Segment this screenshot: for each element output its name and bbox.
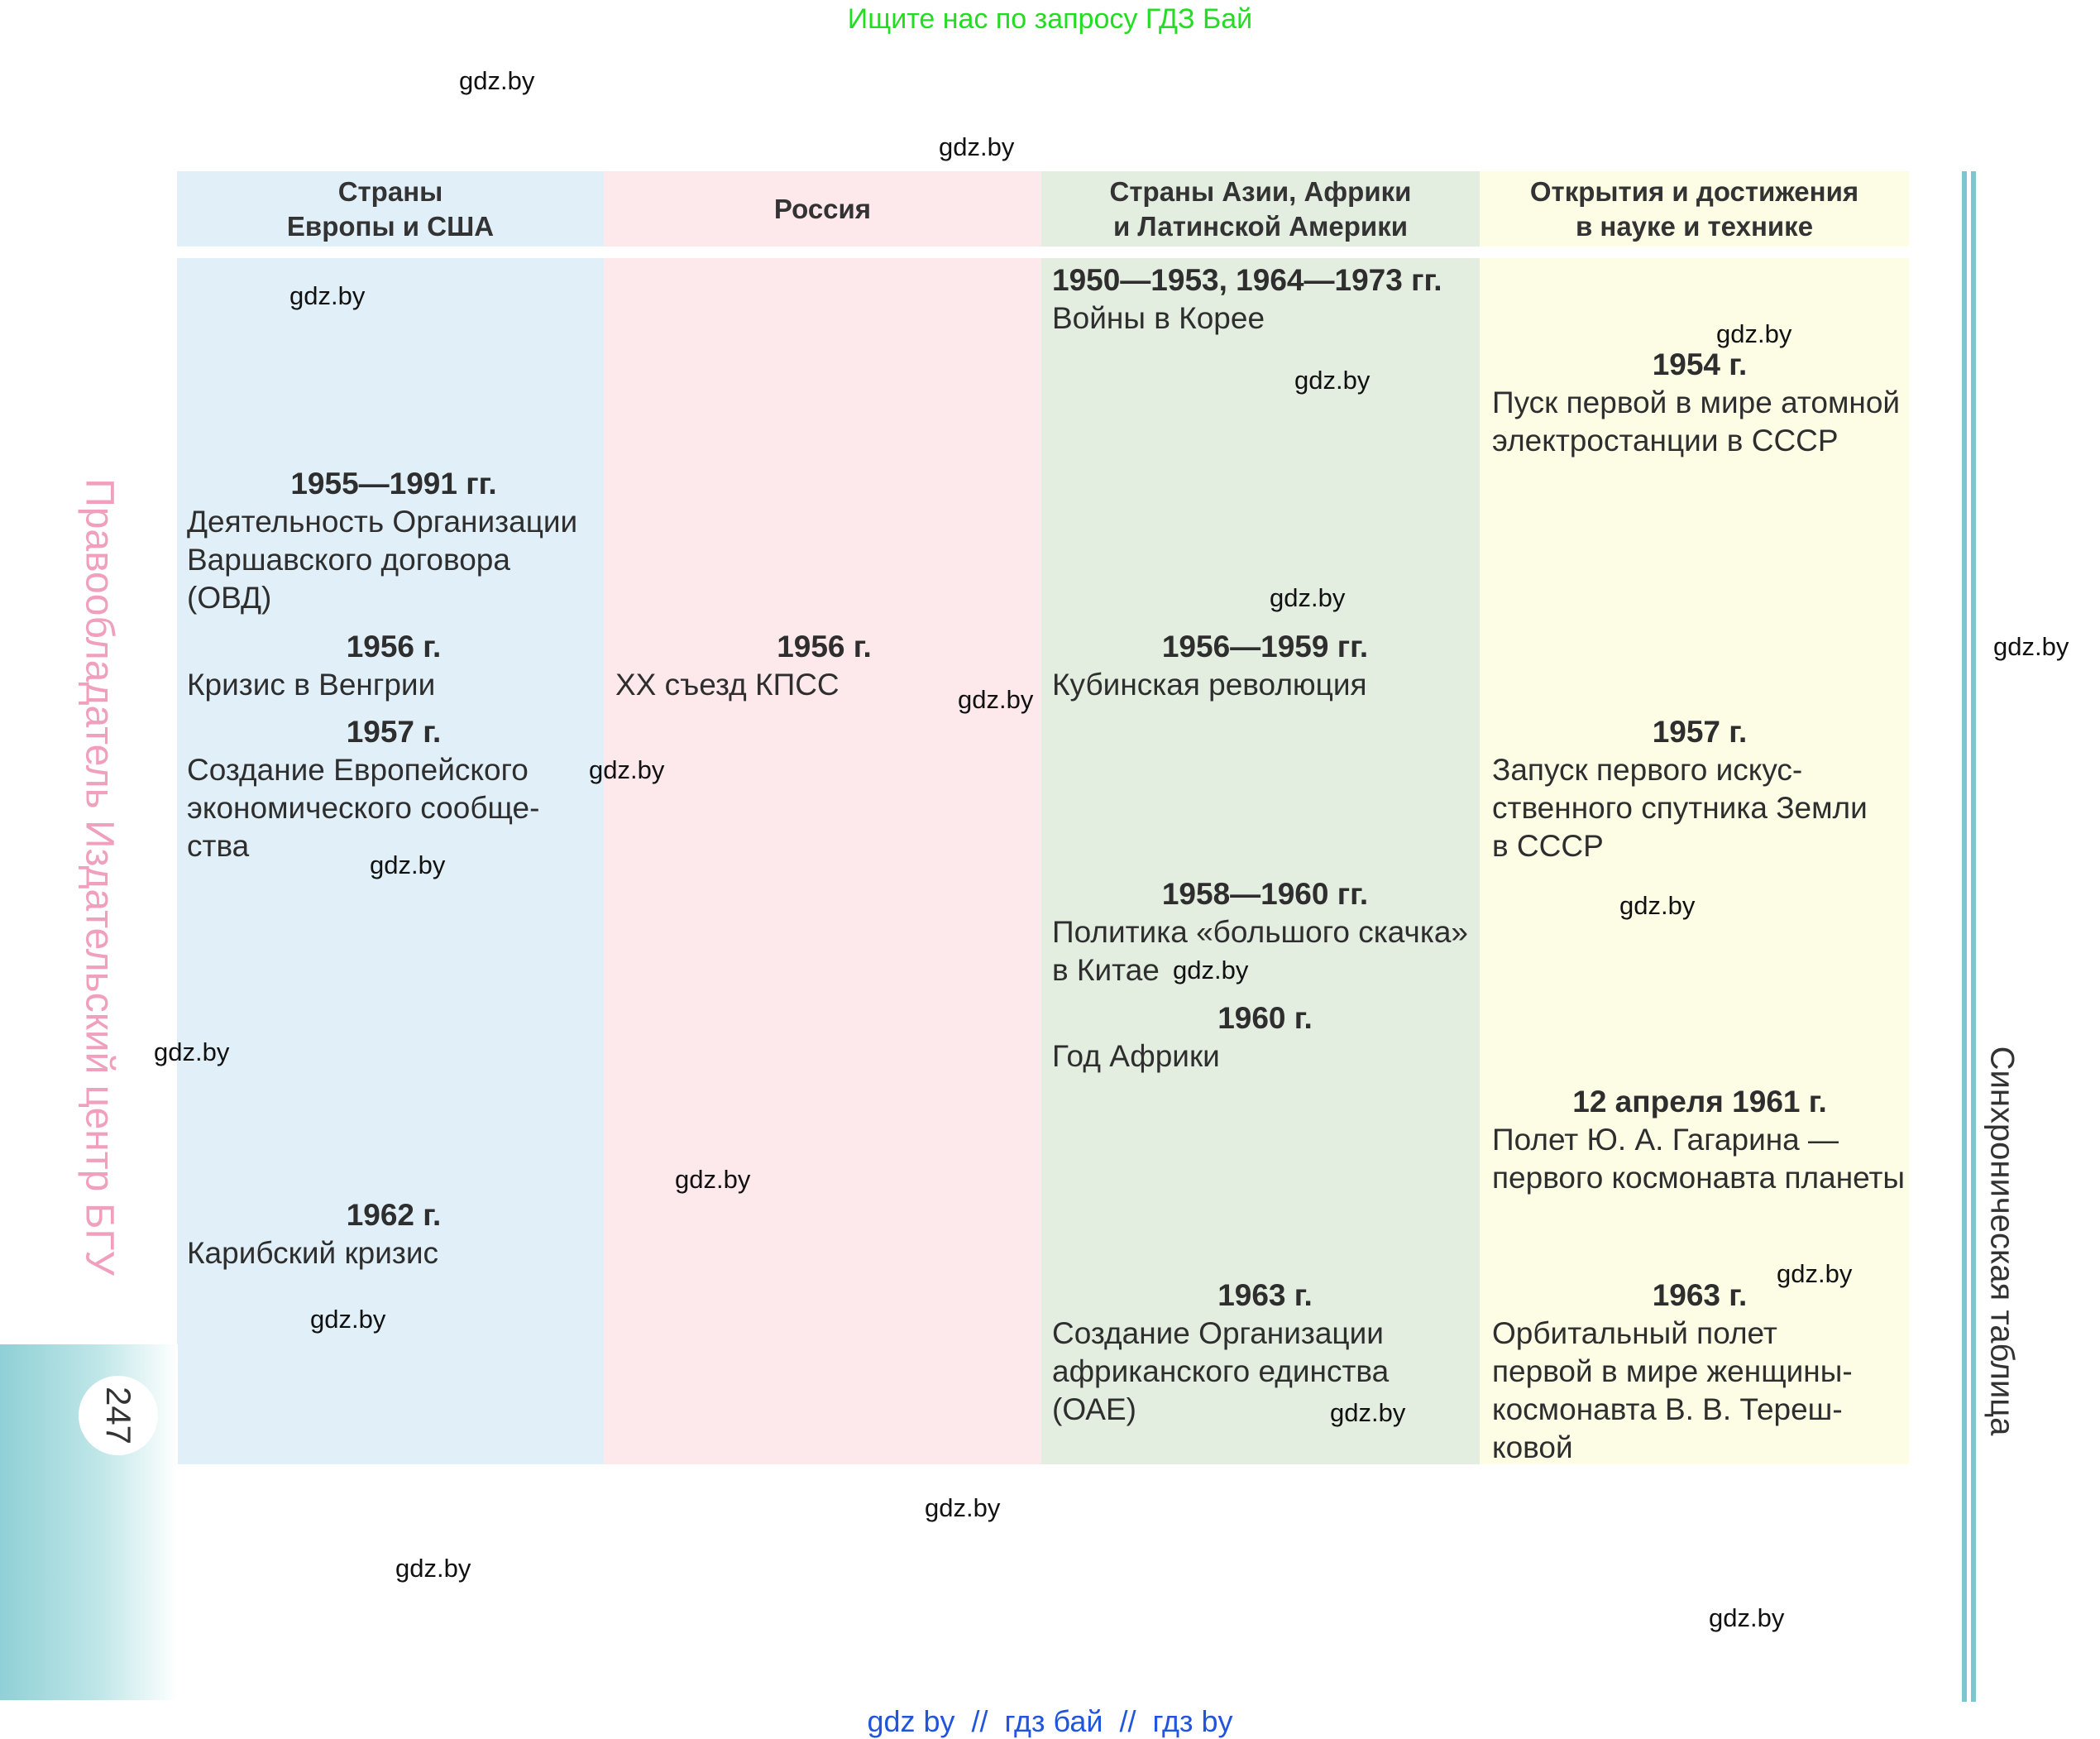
column-bg-europe [177, 171, 604, 1464]
asia-entry-2: 1956—1959 гг. Кубинская революция [1052, 628, 1478, 704]
header-divider [177, 247, 1909, 258]
science-entry-4: 1963 г. Орбитальный полет первой в мире … [1492, 1277, 1907, 1467]
entry-year: 1956 г. [777, 630, 872, 664]
watermark: gdz.by [958, 685, 1034, 714]
header-europe: Страны Европы и США [286, 175, 495, 242]
header-science: Открытия и достижения в науке и технике [1529, 175, 1859, 242]
watermark: gdz.by [925, 1493, 1001, 1522]
section-side-label: Синхроническая таблица [1952, 993, 2051, 1489]
watermark: gdz.by [154, 1037, 230, 1066]
watermark: gdz.by [459, 66, 535, 95]
science-entry-1: 1954 г. Пуск первой в мире атомной элект… [1492, 346, 1907, 460]
asia-entry-3: 1958—1960 гг. Политика «большого скачка»… [1052, 875, 1478, 989]
entry-text: Орбитальный полет первой в мире женщины-… [1492, 1316, 1853, 1464]
entry-year: 1960 г. [1217, 1001, 1313, 1035]
watermark: gdz.by [1619, 891, 1696, 920]
column-bg-russia [604, 171, 1041, 1464]
asia-entry-5: 1963 г. Создание Организации африканског… [1052, 1277, 1478, 1429]
entry-text: Создание Организации африканского единст… [1052, 1316, 1390, 1426]
entry-text: Кризис в Венгрии [187, 668, 436, 702]
entry-year: 1963 г. [1652, 1278, 1748, 1312]
entry-year: 1955—1991 гг. [290, 467, 497, 501]
entry-text: Кубинская революция [1052, 668, 1367, 702]
europe-entry-4: 1962 г. Карибский кризис [187, 1196, 600, 1272]
page-number-badge: 247 [79, 1376, 158, 1455]
watermark: gdz.by [1173, 956, 1249, 984]
watermark: gdz.by [310, 1305, 386, 1334]
entry-text: Полет Ю. А. Гагарина — первого космонавт… [1492, 1123, 1906, 1195]
entry-year: 1957 г. [346, 715, 442, 749]
entry-year: 1957 г. [1652, 715, 1748, 749]
watermark: gdz.by [1777, 1259, 1853, 1288]
watermark: gdz.by [1716, 319, 1792, 348]
watermark: gdz.by [370, 850, 446, 879]
watermark: gdz.by [1709, 1603, 1785, 1632]
watermark: gdz.by [675, 1165, 751, 1194]
watermark: gdz.by [1270, 583, 1346, 612]
entry-year: 1956 г. [346, 630, 442, 664]
entry-year: 1956—1959 гг. [1161, 630, 1369, 664]
entry-year: 1963 г. [1217, 1278, 1313, 1312]
watermark: gdz.by [395, 1554, 471, 1583]
watermark: gdz.by [289, 281, 366, 310]
entry-text: Запуск первого искус- ственного спутника… [1492, 753, 1868, 863]
europe-entry-3: 1957 г. Создание Европейского экономичес… [187, 713, 600, 865]
entry-year: 12 апреля 1961 г. [1572, 1085, 1827, 1119]
entry-year: 1950—1953, 1964—1973 гг. [1052, 263, 1442, 297]
column-bg-asia [1041, 171, 1480, 1464]
accent-line-1 [1962, 171, 1967, 1702]
entry-text: Политика «большого скачка» в Китае [1052, 915, 1468, 987]
top-banner: Ищите нас по запросу ГДЗ Бай [847, 3, 1253, 35]
entry-text: Пуск первой в мире атомной электростанци… [1492, 386, 1901, 458]
header-asia: Страны Азии, Африки и Латинской Америки [1109, 175, 1412, 242]
russia-entry-1: 1956 г. XX съезд КПСС [615, 628, 1033, 704]
entry-year: 1958—1960 гг. [1161, 877, 1369, 911]
science-entry-3: 12 апреля 1961 г. Полет Ю. А. Гагарина —… [1492, 1083, 1907, 1197]
accent-line-2 [1971, 171, 1976, 1702]
footer-links[interactable]: gdz by // гдз бай // гдз by [867, 1704, 1233, 1738]
watermark: gdz.by [939, 132, 1015, 161]
entry-text: Деятельность Организации Варшавского дог… [187, 505, 578, 615]
europe-entry-2: 1956 г. Кризис в Венгрии [187, 628, 600, 704]
header-russia: Россия [773, 193, 872, 224]
asia-entry-4: 1960 г. Год Африки [1052, 999, 1478, 1075]
column-bg-science [1480, 171, 1909, 1464]
watermark: gdz.by [1993, 632, 2069, 661]
europe-entry-1: 1955—1991 гг. Деятельность Организации В… [187, 465, 600, 617]
entry-text: Создание Европейского экономического соо… [187, 753, 540, 863]
copyright-side-label: Правообладатель Издательский центр БГУ [33, 447, 165, 1307]
science-entry-2: 1957 г. Запуск первого искус- ственного … [1492, 713, 1907, 865]
section-title: Синхроническая таблица [1983, 1046, 2021, 1436]
watermark: gdz.by [1294, 366, 1371, 395]
copyright-text: Правообладатель Издательский центр БГУ [77, 478, 122, 1276]
entry-text: Карибский кризис [187, 1236, 439, 1270]
entry-text: XX съезд КПСС [615, 668, 840, 702]
asia-entry-1: 1950—1953, 1964—1973 гг. Войны в Корее [1052, 261, 1478, 338]
watermark: gdz.by [589, 755, 665, 784]
entry-year: 1962 г. [346, 1198, 442, 1232]
page-number: 247 [98, 1386, 138, 1445]
entry-text: Войны в Корее [1052, 301, 1265, 335]
entry-year: 1954 г. [1652, 347, 1748, 381]
watermark: gdz.by [1330, 1398, 1406, 1427]
entry-text: Год Африки [1052, 1039, 1220, 1073]
